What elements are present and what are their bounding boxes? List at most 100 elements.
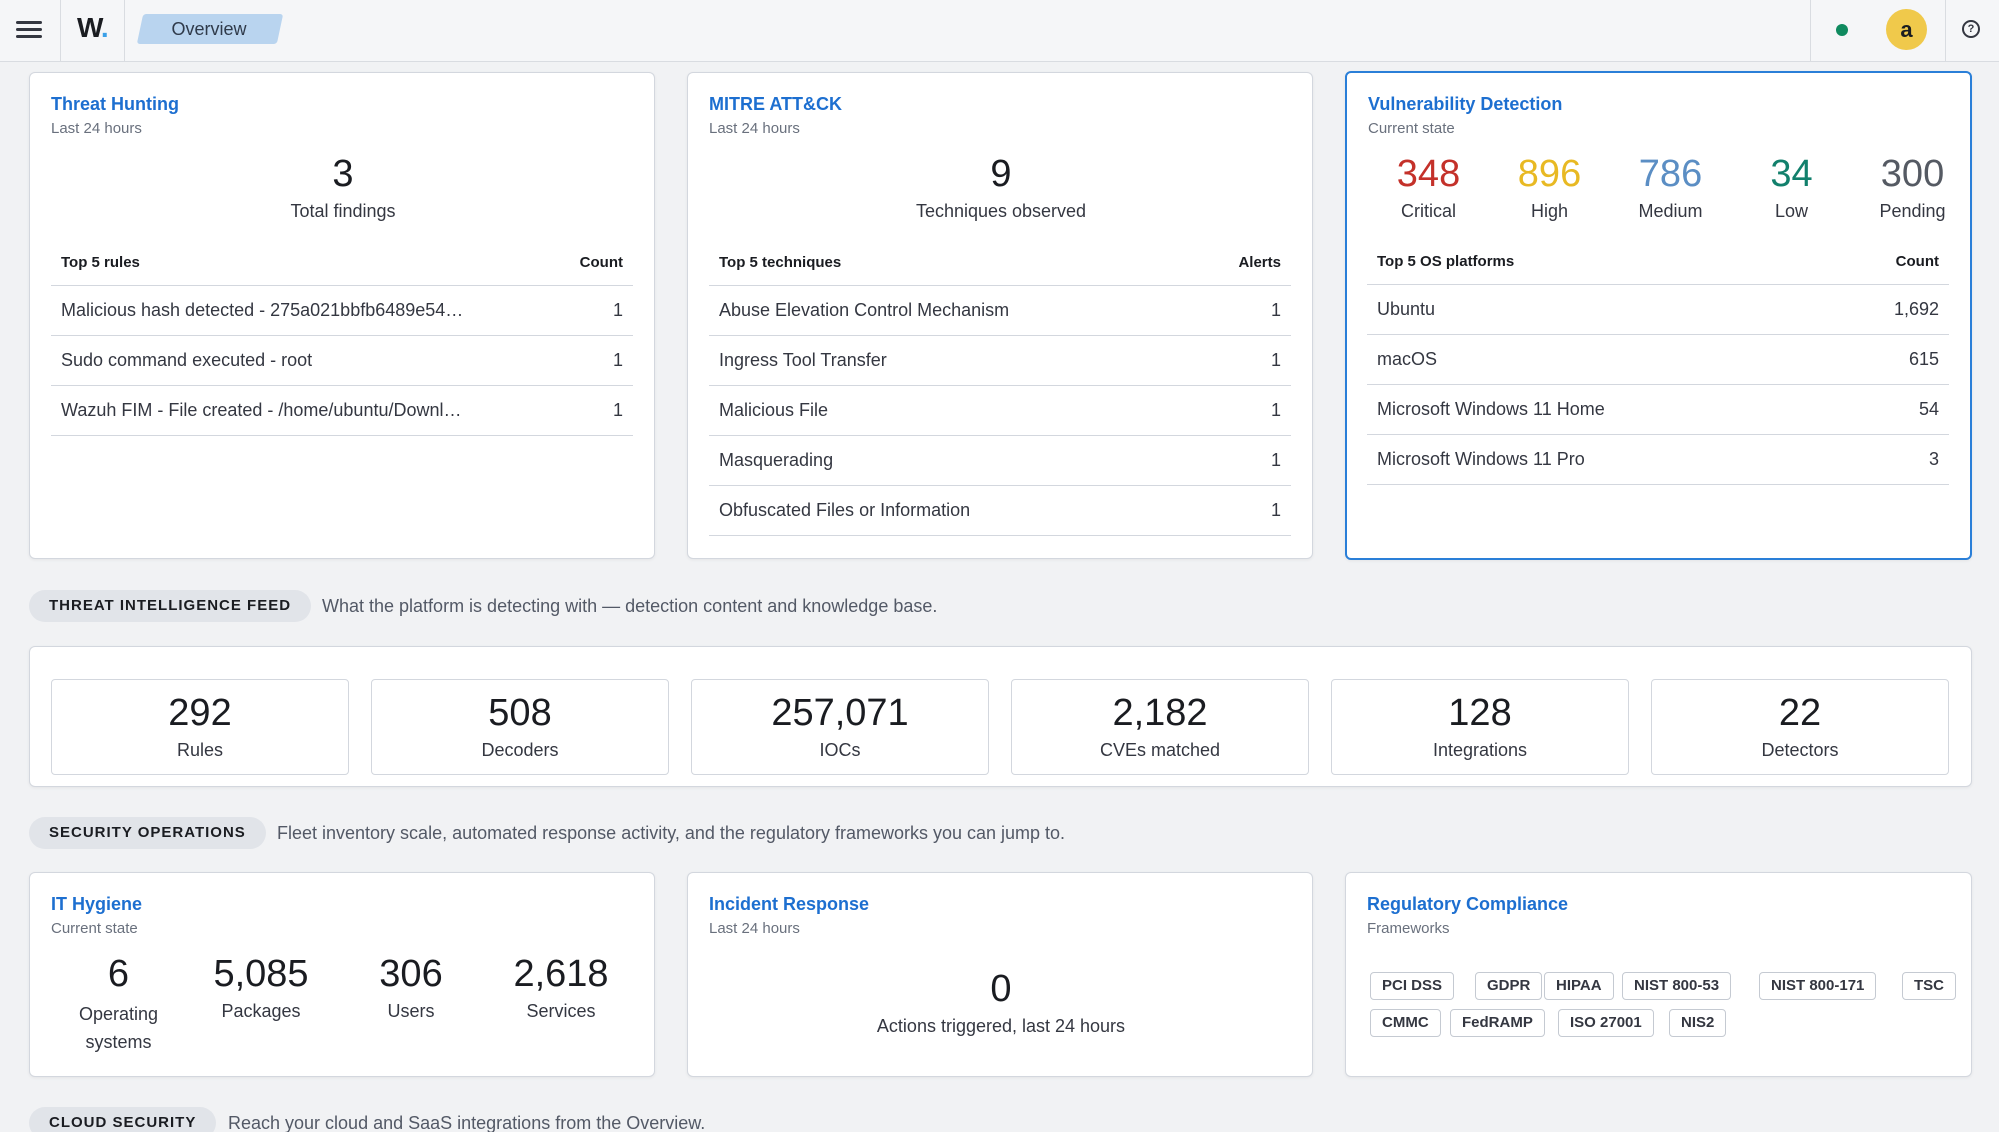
iocs-stat[interactable]: 257,071 IOCs xyxy=(691,679,989,775)
panel-title[interactable]: Incident Response xyxy=(709,894,870,914)
panel-title[interactable]: Regulatory Compliance xyxy=(1367,894,1569,914)
panel-subtitle: Last 24 hours xyxy=(709,120,800,137)
chip-hipaa[interactable]: HIPAA xyxy=(1544,972,1614,1000)
panel-subtitle: Last 24 hours xyxy=(51,120,142,137)
table-row[interactable]: Sudo command executed - root 1 xyxy=(51,335,633,386)
help-icon[interactable]: ? xyxy=(1962,20,1980,38)
stat-label: Decoders xyxy=(481,740,559,760)
technique-count: 1 xyxy=(1187,285,1291,336)
table-row[interactable]: Microsoft Windows 11 Pro 3 xyxy=(1367,434,1949,485)
technique-count: 1 xyxy=(1187,485,1291,536)
panel-title[interactable]: IT Hygiene xyxy=(51,894,143,914)
rule-count: 1 xyxy=(529,335,633,386)
avatar[interactable]: a xyxy=(1886,9,1927,50)
chip-tsc[interactable]: TSC xyxy=(1902,972,1956,1000)
techniques-label: Techniques observed xyxy=(915,201,1087,221)
panel-title[interactable]: Threat Hunting xyxy=(51,94,179,114)
packages-value[interactable]: 5,085 xyxy=(213,953,309,995)
integrations-stat[interactable]: 128 Integrations xyxy=(1331,679,1629,775)
top-os-platforms-table: Top 5 OS platforms Count Ubuntu 1,692 mac… xyxy=(1367,240,1949,485)
cloud-security-description: Reach your cloud and SaaS integrations f… xyxy=(228,1113,706,1132)
panel-subtitle: Last 24 hours xyxy=(709,920,800,937)
technique-name: Obfuscated Files or Information xyxy=(709,485,1187,536)
table-row[interactable]: Abuse Elevation Control Mechanism 1 xyxy=(709,285,1291,336)
technique-name: Abuse Elevation Control Mechanism xyxy=(709,285,1187,336)
technique-count: 1 xyxy=(1187,435,1291,486)
tab-overview[interactable]: Overview xyxy=(171,19,247,39)
chip-nis2[interactable]: NIS2 xyxy=(1669,1009,1727,1037)
logo[interactable]: W. xyxy=(77,12,109,43)
pending-count[interactable]: 300 xyxy=(1880,153,1945,195)
column-header: Count xyxy=(529,241,633,286)
divider xyxy=(1945,0,1946,62)
stat-value: 22 xyxy=(1778,692,1822,734)
technique-count: 1 xyxy=(1187,335,1291,386)
stat-value: 128 xyxy=(1448,692,1512,734)
chip-pci-dss[interactable]: PCI DSS xyxy=(1370,972,1455,1000)
critical-count[interactable]: 348 xyxy=(1396,153,1461,195)
high-count[interactable]: 896 xyxy=(1517,153,1582,195)
os-name: Microsoft Windows 11 Home xyxy=(1367,384,1845,435)
rule-count: 1 xyxy=(529,385,633,436)
technique-name: Ingress Tool Transfer xyxy=(709,335,1187,386)
chip-iso-27001[interactable]: ISO 27001 xyxy=(1558,1009,1654,1037)
technique-name: Masquerading xyxy=(709,435,1187,486)
low-count[interactable]: 34 xyxy=(1770,153,1813,195)
table-row[interactable]: Masquerading 1 xyxy=(709,435,1291,486)
table-row[interactable]: Ubuntu 1,692 xyxy=(1367,284,1949,335)
os-name: macOS xyxy=(1367,334,1845,385)
table-row[interactable]: Malicious File 1 xyxy=(709,385,1291,436)
detectors-stat[interactable]: 22 Detectors xyxy=(1651,679,1949,775)
users-value[interactable]: 306 xyxy=(379,953,443,995)
threat-hunting-panel: Threat Hunting Last 24 hours 3 Total fin… xyxy=(29,72,655,559)
table-row[interactable]: Ingress Tool Transfer 1 xyxy=(709,335,1291,386)
rules-stat[interactable]: 292 Rules xyxy=(51,679,349,775)
os-name: Ubuntu xyxy=(1367,284,1845,335)
mitre-attack-panel: MITRE ATT&CK Last 24 hours 9 Techniques … xyxy=(687,72,1313,559)
panel-subtitle: Current state xyxy=(51,920,138,937)
divider xyxy=(1810,0,1811,62)
table-row[interactable]: Obfuscated Files or Information 1 xyxy=(709,485,1291,536)
os-count: 1,692 xyxy=(1845,284,1949,335)
panel-subtitle: Frameworks xyxy=(1367,920,1450,937)
cloud-security-badge: CLOUD SECURITY xyxy=(29,1107,217,1132)
chip-cmmc[interactable]: CMMC xyxy=(1370,1009,1441,1037)
rule-count: 1 xyxy=(529,285,633,336)
operating-systems-value[interactable]: 6 xyxy=(107,953,130,995)
users-label: Users xyxy=(387,1001,435,1021)
incident-response-panel: Incident Response Last 24 hours 0 Action… xyxy=(687,872,1313,1077)
chip-nist-800-171[interactable]: NIST 800-171 xyxy=(1759,972,1877,1000)
medium-count[interactable]: 786 xyxy=(1638,153,1703,195)
stat-value: 2,182 xyxy=(1112,692,1208,734)
table-row[interactable]: macOS 615 xyxy=(1367,334,1949,385)
technique-count: 1 xyxy=(1187,385,1291,436)
panel-title[interactable]: MITRE ATT&CK xyxy=(709,94,842,114)
cves-matched-stat[interactable]: 2,182 CVEs matched xyxy=(1011,679,1309,775)
top-rules-table: Top 5 rules Count Malicious hash detecte… xyxy=(51,241,633,436)
table-row[interactable]: Microsoft Windows 11 Home 54 xyxy=(1367,384,1949,435)
table-row[interactable]: Wazuh FIM - File created - /home/ubuntu/… xyxy=(51,385,633,436)
critical-label: Critical xyxy=(1400,201,1456,221)
status-indicator-icon xyxy=(1836,24,1848,36)
column-header: Top 5 techniques xyxy=(709,241,1187,286)
packages-label: Packages xyxy=(221,1001,301,1021)
actions-triggered-value: 0 xyxy=(990,968,1012,1010)
pending-label: Pending xyxy=(1879,201,1946,221)
low-label: Low xyxy=(1774,201,1809,221)
column-header: Top 5 OS platforms xyxy=(1367,240,1845,285)
threat-intel-description: What the platform is detecting with — de… xyxy=(322,596,938,616)
panel-title[interactable]: Vulnerability Detection xyxy=(1368,94,1563,114)
technique-name: Malicious File xyxy=(709,385,1187,436)
table-row[interactable]: Malicious hash detected - 275a021bbfb648… xyxy=(51,285,633,336)
top-bar: W. Overview a ? xyxy=(0,0,1999,62)
services-value[interactable]: 2,618 xyxy=(513,953,609,995)
os-count: 54 xyxy=(1845,384,1949,435)
stat-label: Rules xyxy=(176,740,224,760)
menu-icon[interactable] xyxy=(16,18,42,44)
chip-nist-800-53[interactable]: NIST 800-53 xyxy=(1622,972,1732,1000)
os-name: Microsoft Windows 11 Pro xyxy=(1367,434,1845,485)
chip-fedramp[interactable]: FedRAMP xyxy=(1450,1009,1545,1037)
chip-gdpr[interactable]: GDPR xyxy=(1475,972,1543,1000)
stat-label: CVEs matched xyxy=(1099,740,1221,760)
decoders-stat[interactable]: 508 Decoders xyxy=(371,679,669,775)
